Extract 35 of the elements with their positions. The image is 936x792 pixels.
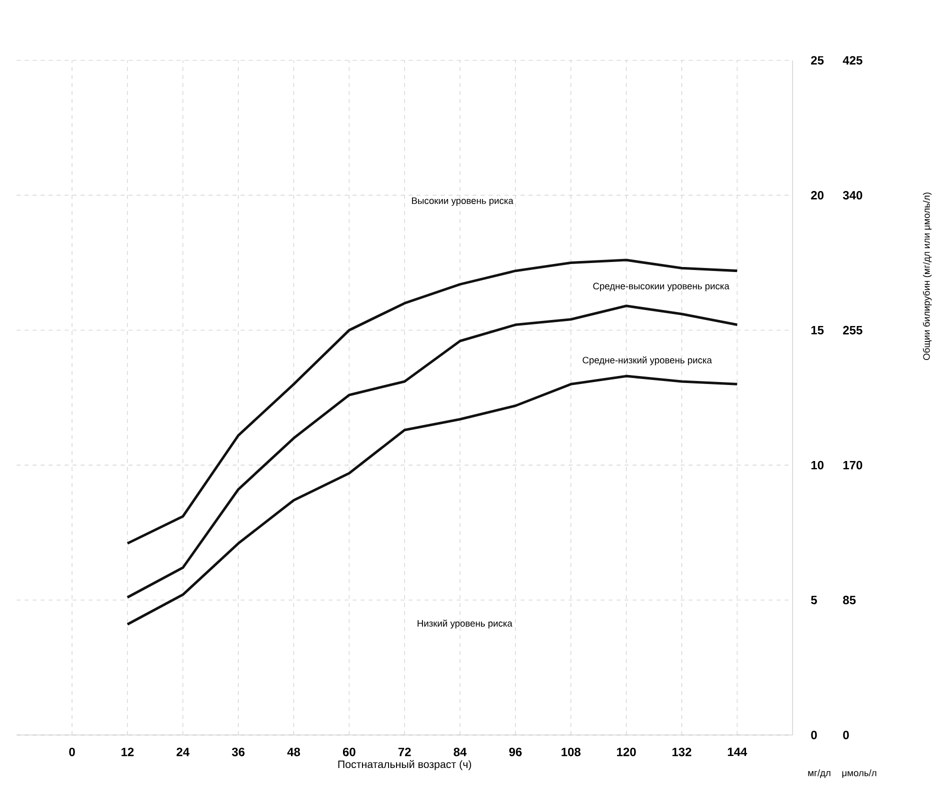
x-tick-label: 36 bbox=[232, 748, 245, 756]
y-tick-label: 15 bbox=[811, 326, 824, 334]
annotation: Высокии уровень риска bbox=[412, 197, 514, 206]
x-tick-label: 12 bbox=[122, 748, 134, 756]
y-tick-label: 20 bbox=[811, 191, 824, 200]
y-tick-label: 25 bbox=[811, 56, 824, 65]
y2-tick-label: 0 bbox=[843, 730, 849, 740]
text: Общии билирубин (мг/дл или μмоль/л) bbox=[922, 192, 932, 360]
x-tick-label: 72 bbox=[398, 748, 411, 756]
x-tick-label: 108 bbox=[562, 748, 581, 756]
annotation: Низкий уровень риска bbox=[418, 620, 512, 629]
x-tick-label: 144 bbox=[728, 748, 748, 756]
x-tick-label: 120 bbox=[617, 748, 636, 756]
y2-tick-label: 170 bbox=[843, 460, 862, 470]
line-series bbox=[126, 258, 738, 545]
x-tick-label: 60 bbox=[342, 748, 356, 756]
x-tick-label: 0 bbox=[69, 748, 75, 756]
y-tick-label: 5 bbox=[811, 596, 817, 604]
annotation: Средне-низкий уровень риска bbox=[582, 356, 712, 366]
text: мг/дл bbox=[808, 769, 830, 778]
y2-tick-label: 425 bbox=[842, 56, 862, 65]
line-series bbox=[126, 304, 738, 599]
x-tick-label: 84 bbox=[454, 748, 467, 756]
x-tick-label: 132 bbox=[672, 748, 692, 756]
text: μмоль/л bbox=[842, 769, 876, 778]
x-tick-label: 48 bbox=[287, 748, 300, 756]
annotation: Средне-высокии уровень риска bbox=[593, 282, 730, 292]
y-tick-label: 0 bbox=[811, 730, 817, 740]
y2-tick-label: 85 bbox=[843, 596, 856, 604]
y2-tick-label: 340 bbox=[842, 190, 862, 200]
x-tick-label: 24 bbox=[176, 748, 190, 756]
y2-tick-label: 255 bbox=[843, 326, 862, 334]
x-axis-title: Постнатальный возраст (ч) bbox=[338, 760, 472, 770]
y-tick-label: 10 bbox=[811, 460, 824, 470]
x-tick-label: 96 bbox=[509, 748, 522, 756]
